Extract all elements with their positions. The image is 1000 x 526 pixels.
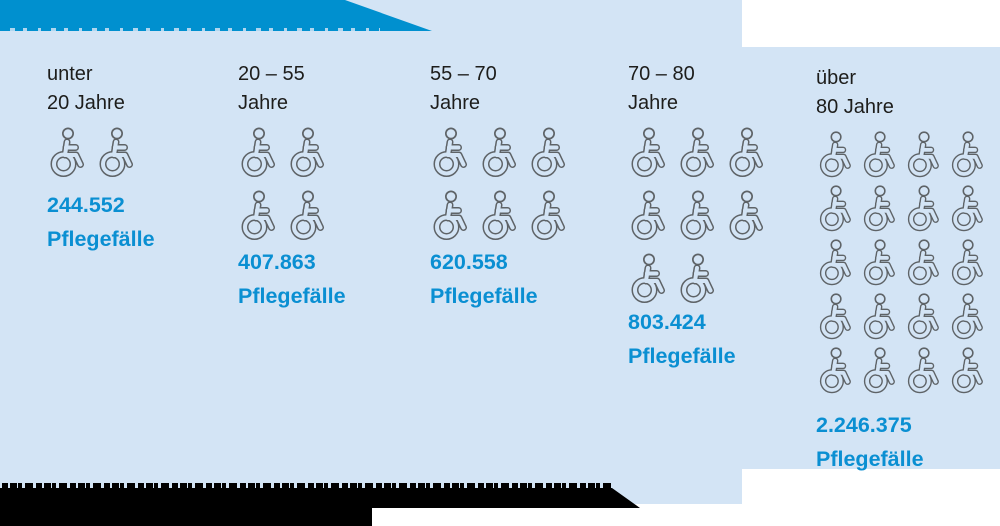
wheelchair-icon [99,127,133,177]
wheelchair-icon [819,131,851,178]
wheelchair-icon [819,185,851,232]
cropped-footer-area [0,481,650,526]
wheelchair-icon [482,190,516,240]
wheelchair-icon [907,185,939,232]
age-label-line2: 80 Jahre [816,96,894,118]
wheelchair-icon [50,127,84,177]
wheelchair-icon-row [238,126,424,180]
age-label-line2: Jahre [238,92,289,114]
age-group-column-55-70: 55 – 70 Jahre 620.558 Pflegefälle [430,60,616,308]
wheelchair-icon [729,190,763,240]
care-cases-unit: Pflegefälle [47,227,155,251]
right-panel-background [742,47,1000,469]
wheelchair-icon [907,347,939,394]
wheelchair-icon-row [47,126,233,180]
value-block: 244.552 Pflegefälle [47,188,155,256]
wheelchair-icon [290,190,324,240]
wheelchair-icon-row [628,126,814,180]
wheelchair-icon [819,347,851,394]
age-label-line2: Jahre [628,92,679,114]
wheelchair-icon [290,127,324,177]
value-block: 620.558 Pflegefälle [430,245,538,313]
age-label-line1: 70 – 80 [628,63,695,85]
wheelchair-icon-row [430,189,616,243]
wheelchair-icon [863,185,895,232]
care-cases-unit: Pflegefälle [816,447,924,471]
wheelchair-icon [631,190,665,240]
wheelchair-icon [433,190,467,240]
wheelchair-icon-row [816,130,996,180]
age-label-line1: 55 – 70 [430,63,497,85]
age-group-label: 55 – 70 Jahre [430,60,616,118]
age-group-label: über 80 Jahre [816,64,996,122]
care-cases-value: 620.558 [430,250,508,274]
cropped-source-text-remnant [2,483,612,489]
age-group-column-over-80: über 80 Jahre 2.246.375 Pflegefälle [816,64,996,471]
wheelchair-icon-row [628,252,814,306]
wheelchair-icon-row [238,189,424,243]
wheelchair-icon-row [816,292,996,342]
care-cases-value: 407.863 [238,250,316,274]
care-cases-value: 244.552 [47,193,125,217]
wheelchair-icon [819,239,851,286]
age-group-label: 20 – 55 Jahre [238,60,424,118]
care-cases-value: 2.246.375 [816,413,912,437]
age-label-line2: Jahre [430,92,481,114]
wheelchair-icon [680,190,714,240]
wheelchair-icon [729,127,763,177]
value-block: 407.863 Pflegefälle [238,245,346,313]
main-panel-background [0,0,742,504]
care-cases-unit: Pflegefälle [628,344,736,368]
wheelchair-icon-row [816,184,996,234]
age-group-label: unter 20 Jahre [47,60,233,118]
cropped-title-text-remnant [10,28,380,31]
care-cases-value: 803.424 [628,310,706,334]
wheelchair-icon [531,190,565,240]
wheelchair-icon [951,347,983,394]
wheelchair-icon [631,253,665,303]
age-group-column-under-20: unter 20 Jahre 244.552 Pflegefälle [47,60,233,251]
wheelchair-icon [951,185,983,232]
age-group-column-70-80: 70 – 80 Jahre 803.424 Pflegefälle [628,60,814,368]
wheelchair-icon [907,293,939,340]
wheelchair-icon [863,293,895,340]
age-label-line1: 20 – 55 [238,63,305,85]
wheelchair-icon [863,347,895,394]
wheelchair-icon-grid [238,126,424,243]
age-label-line1: unter [47,63,93,85]
wheelchair-icon-row [628,189,814,243]
age-label-line2: 20 Jahre [47,92,125,114]
wheelchair-icon [531,127,565,177]
wheelchair-icon-row [816,238,996,288]
wheelchair-icon [907,239,939,286]
wheelchair-icon-grid [47,126,233,180]
wheelchair-icon-grid [816,130,996,396]
age-group-column-20-55: 20 – 55 Jahre 407.863 Pflegefälle [238,60,424,308]
care-cases-unit: Pflegefälle [430,284,538,308]
value-block: 803.424 Pflegefälle [628,305,736,373]
value-block: 2.246.375 Pflegefälle [816,408,924,476]
wheelchair-icon [241,190,275,240]
wheelchair-icon [951,293,983,340]
wheelchair-icon [680,253,714,303]
wheelchair-icon-row [430,126,616,180]
age-label-line1: über [816,67,857,89]
wheelchair-icon-grid [430,126,616,243]
wheelchair-icon [433,127,467,177]
wheelchair-icon [631,127,665,177]
care-cases-unit: Pflegefälle [238,284,346,308]
wheelchair-icon-row [816,346,996,396]
wheelchair-icon [951,239,983,286]
wheelchair-icon [863,239,895,286]
wheelchair-icon [863,131,895,178]
wheelchair-icon [819,293,851,340]
wheelchair-icon-grid [628,126,814,306]
wheelchair-icon [907,131,939,178]
wheelchair-icon [951,131,983,178]
age-group-label: 70 – 80 Jahre [628,60,814,118]
wheelchair-icon [680,127,714,177]
wheelchair-icon [482,127,516,177]
wheelchair-icon [241,127,275,177]
